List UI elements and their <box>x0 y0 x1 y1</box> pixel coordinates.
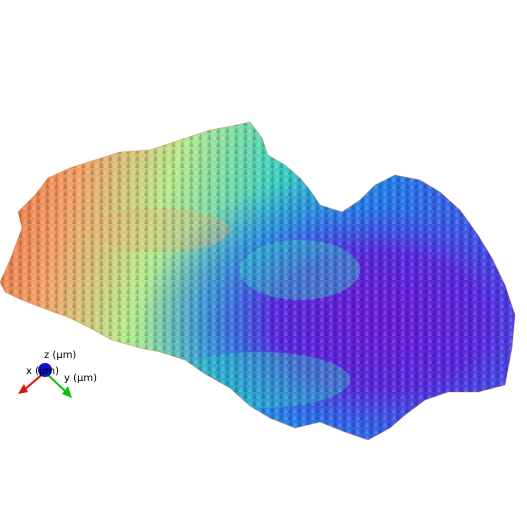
x-axis-label: x (µm) <box>26 366 60 377</box>
z-axis-label: z (µm) <box>44 350 77 361</box>
y-axis-label: y (µm) <box>64 373 98 384</box>
